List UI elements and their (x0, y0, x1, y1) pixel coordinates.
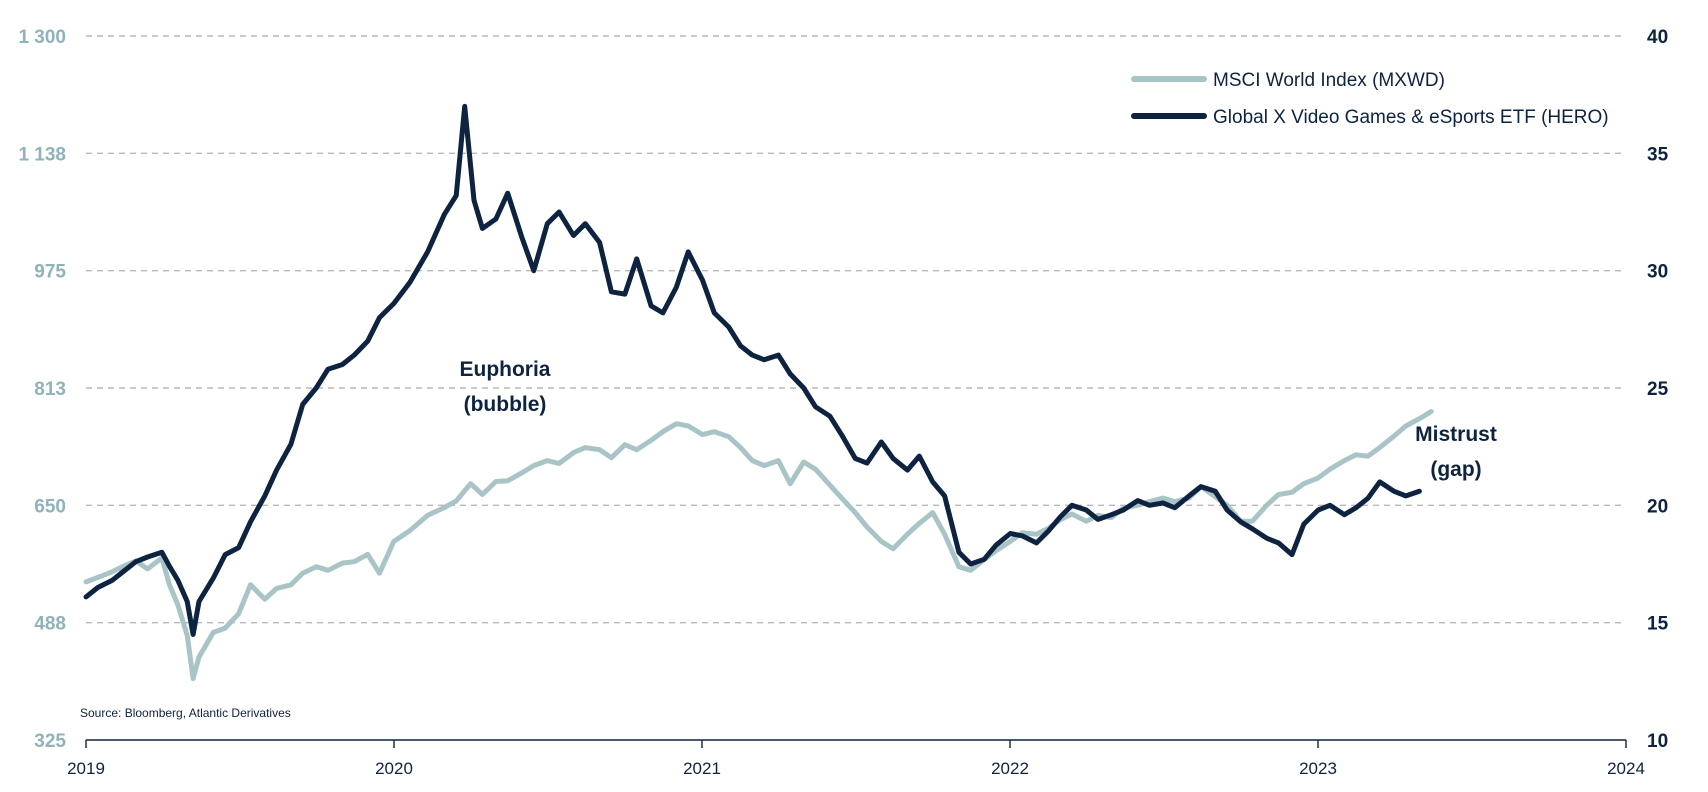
legend: MSCI World Index (MXWD) Global X Video G… (1131, 70, 1609, 128)
left-axis-tick-label: 488 (34, 614, 66, 635)
right-axis-tick-label: 35 (1647, 144, 1669, 165)
left-axis-tick-label: 1 300 (18, 27, 66, 48)
x-axis-tick-label: 2024 (1607, 759, 1645, 778)
right-y-axis: 10 15 20 25 30 35 40 (1647, 27, 1669, 752)
plot-area (83, 103, 1434, 682)
x-axis-tick-label: 2022 (991, 759, 1029, 778)
annotation-mistrust-line-1: Mistrust (1415, 423, 1497, 446)
right-axis-tick-label: 40 (1647, 27, 1668, 48)
gridlines (86, 35, 1626, 624)
left-axis-tick-label: 1 138 (18, 144, 66, 165)
annotation-mistrust-line-2: (gap) (1430, 458, 1481, 481)
annotation-euphoria-line-1: Euphoria (459, 358, 550, 381)
right-axis-tick-label: 25 (1647, 379, 1669, 400)
annotation-mistrust: Mistrust (gap) (1415, 423, 1497, 481)
left-axis-tick-label: 813 (34, 379, 66, 400)
left-y-axis: 325 488 650 813 975 1 138 1 300 (18, 27, 66, 752)
left-axis-tick-label: 650 (34, 496, 66, 517)
right-axis-tick-label: 20 (1647, 496, 1668, 517)
left-axis-tick-label: 325 (34, 731, 66, 752)
x-axis-tick-label: 2023 (1299, 759, 1337, 778)
x-axis-tick-label: 2020 (375, 759, 413, 778)
source-note: Source: Bloomberg, Atlantic Derivatives (80, 706, 291, 720)
annotation-euphoria-line-2: (bubble) (464, 393, 547, 416)
legend-label-hero: Global X Video Games & eSports ETF (HERO… (1213, 107, 1609, 128)
left-axis-tick-label: 975 (34, 262, 66, 283)
right-axis-tick-label: 30 (1647, 262, 1668, 283)
x-axis-tick-label: 2021 (683, 759, 721, 778)
right-axis-tick-label: 15 (1647, 614, 1669, 635)
x-axis-tick-label: 2019 (67, 759, 105, 778)
right-axis-tick-label: 10 (1647, 731, 1668, 752)
annotation-euphoria: Euphoria (bubble) (459, 358, 550, 416)
x-axis: 2019 2020 2021 2022 2023 2024 (67, 739, 1645, 778)
series-line-hero (83, 103, 1422, 637)
legend-label-msci: MSCI World Index (MXWD) (1213, 70, 1445, 91)
